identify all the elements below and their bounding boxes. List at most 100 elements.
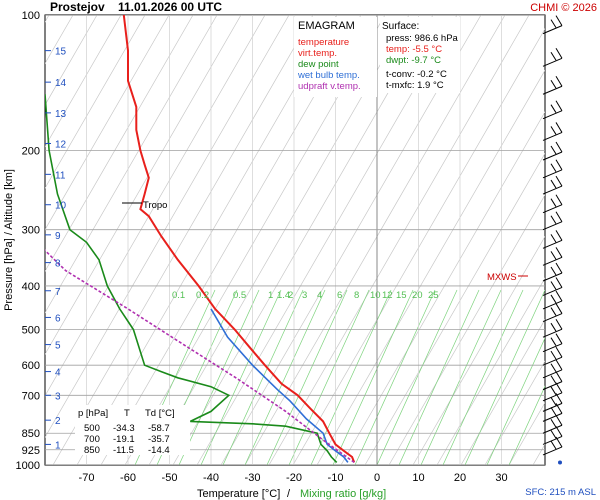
table-header-p: p [hPa] [78,408,108,419]
mixing-ratio-label: 10 [370,290,381,301]
temperature-tick-label: -20 [286,472,302,484]
series-udpraft-v-temp [45,249,355,464]
x-axis-label-mix: Mixing ratio [g/kg] [300,488,386,500]
altitude-tick-label: 10 [55,201,67,212]
wind-barb-feather [550,251,557,260]
mixing-ratio-label: 1.4 [277,290,290,301]
wind-barb-feather [550,126,557,135]
dry-adiabat-line [45,15,170,231]
pressure-tick-label: 100 [22,10,40,22]
sfc-label: SFC: 215 m ASL [525,487,596,498]
altitude-tick-label: 7 [55,287,61,298]
wind-barb-feather [555,290,563,302]
dry-adiabat-line [52,15,314,465]
wind-barb-feather [550,215,557,224]
mixing-ratio-line [288,289,370,465]
mixing-ratio-line [266,289,348,465]
wind-barb-staff [542,424,563,434]
wind-barb-feather [555,175,563,187]
tropo-label: Tropo [143,200,167,211]
dry-adiabat-line [557,15,600,465]
wind-barb-feather [555,359,563,371]
wind-barb [542,262,563,282]
dry-adiabat-line [340,111,545,465]
altitude-tick-label: 15 [55,47,67,58]
wind-barb-feather [550,294,557,304]
table-row-700-td: -35.7 [148,434,170,445]
wind-barb [542,318,563,338]
series-temperature [122,15,356,463]
wind-barb [542,277,563,296]
wind-barb-feather [555,194,563,205]
table-box [75,405,190,455]
wind-barb-staff [542,300,563,310]
wind-barb-feather [550,281,557,290]
wind-barb-feather [555,303,563,314]
mixing-ratio-label: 25 [428,290,439,301]
wind-barb-staff [542,239,563,249]
wind-barb-feather [550,322,557,332]
legend-virt-temp: virt.temp. [298,48,337,59]
wind-barb-feather [550,440,557,450]
mixing-ratio-line [398,289,480,465]
pressure-tick-label: 400 [22,281,40,293]
altitude-tick-label: 2 [55,416,61,427]
mixing-ratio-line [376,289,458,465]
legend-updraft: udpraft v.temp. [298,81,361,92]
dry-adiabat-line [0,15,1,465]
altitude-tick-label: 3 [55,391,61,402]
dry-adiabat-line [364,152,545,465]
surface-title: Surface: [382,21,419,32]
wind-barb-staff [542,256,563,266]
x-axis-label-temp: Temperature [°C] [197,488,280,500]
dry-adiabat-line [460,318,545,465]
wind-barb-feather [555,426,563,437]
wind-barb-feather [550,163,557,173]
wind-barb-feather [550,104,557,113]
pressure-tick-label: 500 [22,325,40,337]
wind-barb-feather [550,350,557,360]
wind-barb-feather [550,337,557,346]
wind-barb [542,175,563,195]
dry-adiabat-line [436,277,545,465]
wind-barb-feather [550,307,557,316]
surface-wind-dot [558,460,562,465]
altitude-tick-label: 5 [55,341,61,352]
wind-barb [542,371,563,391]
x-axis-label-sep: / [287,488,291,500]
wind-barb [542,159,563,179]
wind-barb-staff [542,110,563,120]
table-header-td: Td [°C] [145,408,175,419]
altitude-tick-label: 8 [55,259,61,270]
wind-barb-feather [555,414,563,426]
surface-box [380,17,460,93]
mixing-ratio-line [244,289,326,465]
wind-barb-staff [542,131,563,141]
wind-barb-feather [555,122,563,133]
wind-barb-feather [555,247,563,258]
mxws-label: MXWS [487,272,517,283]
wind-barb [542,303,563,323]
wind-barb-feather [550,198,557,207]
mixing-ratio-label: 1 [268,290,273,301]
altitude-tick-label: 1 [55,440,61,451]
wind-barb-feather [555,318,563,330]
table-row-850-p: 850 [84,445,100,456]
wind-barb-staff [542,328,563,338]
wind-barb [542,346,563,366]
temperature-tick-label: 30 [495,472,507,484]
wind-barb-staff [542,272,563,282]
wind-barb [542,230,563,249]
pressure-tick-label: 700 [22,390,40,402]
wind-barb-feather [555,393,563,404]
wind-barb-feather [555,277,563,288]
legend-title: EMAGRAM [298,20,355,32]
wind-barb-feather [555,159,563,171]
altitude-tick-label: 13 [55,109,67,120]
wind-barb [542,393,563,412]
dry-adiabat-line [45,15,146,189]
mixing-ratio-label: 8 [354,290,359,301]
wind-barb-feather [555,141,563,153]
table-row-500-td: -58.7 [148,423,170,434]
temperature-tick-label: -30 [245,472,261,484]
